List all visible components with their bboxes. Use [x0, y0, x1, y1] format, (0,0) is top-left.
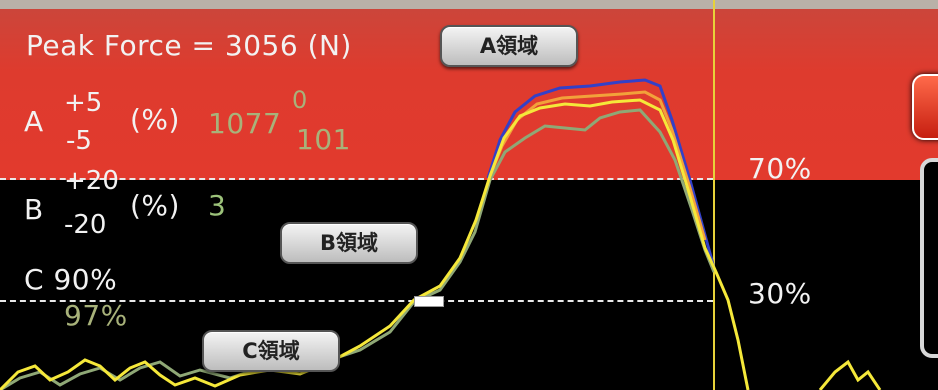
zone-a-plus: +5 [64, 88, 103, 118]
zone-c-pill[interactable]: C領域 [202, 330, 340, 372]
threshold-label-30: 30% [748, 277, 812, 310]
side-panel [920, 158, 938, 358]
zone-c-threshold: C 90% [24, 263, 118, 296]
zone-b-unit: (%) [130, 189, 180, 222]
trace-yellow [0, 98, 750, 390]
threshold-label-70: 70% [748, 152, 812, 185]
trace-blue [486, 78, 716, 269]
zone-a-value: 1077 [208, 107, 282, 140]
zone-b-pill[interactable]: B領域 [280, 222, 418, 264]
threshold-line-30 [0, 300, 713, 302]
trace-yellow-right [818, 359, 882, 390]
side-red-button[interactable] [912, 74, 938, 140]
threshold-line-70 [0, 178, 713, 180]
zone-b-plus: +20 [64, 166, 119, 196]
zone-b-letter: B [24, 193, 44, 226]
top-bezel [0, 0, 938, 9]
zone-a-value-sub: 101 [296, 123, 351, 156]
zone-b-minus: -20 [64, 210, 107, 240]
zone-a-letter: A [24, 105, 44, 138]
zone-c-value: 97% [64, 299, 128, 332]
peak-force-label: Peak Force = 3056 (N) [26, 29, 352, 62]
zone-a-value-sup: 0 [292, 86, 308, 114]
zone-a-minus: -5 [66, 126, 92, 156]
time-cursor-line [713, 0, 715, 390]
b-zone-marker [414, 296, 444, 307]
zone-a-unit: (%) [130, 103, 180, 136]
zone-b-value: 3 [208, 189, 227, 222]
zone-a-pill[interactable]: A領域 [440, 25, 578, 67]
